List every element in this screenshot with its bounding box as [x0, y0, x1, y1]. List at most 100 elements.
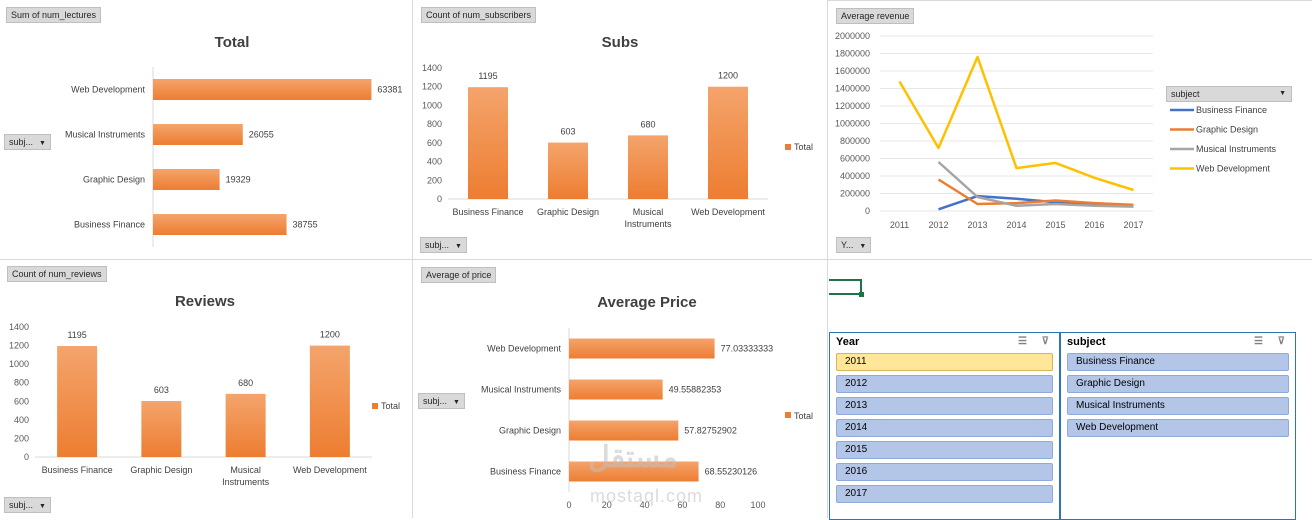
y-tick-label: 1200: [9, 341, 29, 351]
subject-slicer-item[interactable]: Business Finance: [1067, 353, 1289, 371]
category-label: Web Development: [293, 465, 367, 475]
category-label: Musical Instruments: [481, 385, 562, 395]
subscribers-subject-filter[interactable]: subj... ▼: [420, 237, 467, 253]
dropdown-arrow-icon: ▼: [859, 243, 867, 250]
y-tick-label: 2000000: [835, 31, 870, 41]
legend-label: Total: [794, 142, 813, 152]
clear-filter-icon[interactable]: ⊽: [1277, 336, 1285, 347]
bar: [225, 393, 266, 457]
y-tick-label: 1400: [9, 322, 29, 332]
subject-slicer-header: subject ☰ ⊽: [1061, 333, 1295, 353]
bar: [569, 379, 663, 400]
dropdown-arrow-icon: ▼: [453, 399, 460, 406]
bar: [569, 461, 699, 482]
year-slicer-item[interactable]: 2011: [836, 353, 1053, 371]
legend-label: Web Development: [1196, 164, 1270, 174]
y-tick-label: 200: [14, 433, 29, 443]
price-field-button[interactable]: Average of price: [421, 267, 497, 283]
data-label: 1200: [320, 330, 340, 340]
y-tick-label: 800: [14, 378, 29, 388]
lectures-bar-chart: Web Development 63381 Musical Instruments 2…: [65, 67, 402, 247]
filter-label: subj...: [9, 137, 34, 147]
y-tick-label: 0: [437, 194, 442, 204]
data-label: 680: [640, 119, 655, 129]
data-label: 1195: [478, 71, 497, 81]
reviews-field-button[interactable]: Count of num_reviews: [7, 266, 107, 282]
data-label: 603: [154, 385, 169, 395]
series-line-musical-instruments: [937, 161, 1134, 208]
y-tick-label: 1000: [422, 100, 442, 110]
subject-slicer-item[interactable]: Web Development: [1067, 419, 1289, 437]
bar: [153, 214, 287, 235]
y-tick-label: 1400: [422, 63, 442, 73]
filter-label: Y...: [841, 240, 854, 250]
reviews-subject-filter[interactable]: subj... ▼: [4, 497, 51, 513]
y-tick-label: 600: [14, 396, 29, 406]
subscribers-bar-chart: 0 200 400 600 800 1000 1200 1400 1195 Business Fi…: [422, 63, 813, 229]
legend-swatch: [785, 412, 791, 418]
dropdown-arrow-icon: ▼: [1279, 90, 1286, 97]
subject-slicer-item[interactable]: Musical Instruments: [1067, 397, 1289, 415]
y-tick-label: 1800000: [835, 49, 870, 59]
y-tick-label: 600000: [840, 154, 870, 164]
year-slicer-item[interactable]: 2015: [836, 441, 1053, 459]
x-tick-label: 100: [750, 500, 765, 510]
revenue-legend-subject-filter[interactable]: subject ▼: [1166, 86, 1292, 102]
revenue-year-filter[interactable]: Y... ▼: [836, 237, 872, 253]
x-tick-label: 80: [715, 500, 725, 510]
category-label: Musical Instruments: [65, 130, 146, 140]
data-label: 603: [560, 127, 575, 137]
y-tick-label: 1000000: [835, 119, 870, 129]
panel-divider: [0, 259, 827, 260]
revenue-field-button[interactable]: Average revenue: [836, 8, 915, 24]
filter-label: subj...: [425, 240, 450, 250]
legend-label: Graphic Design: [1196, 125, 1258, 135]
category-label: Graphic Design: [83, 175, 145, 185]
subject-slicer: subject ☰ ⊽ Business Finance Graphic Desi…: [1060, 332, 1296, 520]
panel-divider: [827, 0, 1312, 1]
reviews-chart-title: Reviews: [174, 293, 236, 310]
x-tick-label: 2016: [1084, 220, 1104, 230]
lectures-field-button[interactable]: Sum of num_lectures: [6, 7, 102, 23]
category-label: Web Development: [487, 344, 561, 354]
bar: [569, 338, 715, 359]
category-label: Graphic Design: [130, 465, 192, 475]
year-slicer-item[interactable]: 2014: [836, 419, 1053, 437]
data-label: 38755: [293, 220, 318, 230]
x-tick-label: 2013: [967, 220, 987, 230]
y-tick-label: 200: [427, 175, 442, 185]
filter-label: subj...: [9, 500, 34, 510]
lectures-subject-filter[interactable]: subj... ▼: [4, 134, 51, 150]
category-label: Business Finance: [452, 207, 523, 217]
bar: [309, 345, 350, 457]
y-tick-label: 400000: [840, 171, 870, 181]
subscribers-field-button[interactable]: Count of num_subscribers: [421, 7, 537, 23]
clear-filter-icon[interactable]: ⊽: [1041, 336, 1049, 347]
year-slicer-item[interactable]: 2012: [836, 375, 1053, 393]
fill-handle[interactable]: [859, 292, 864, 297]
category-label: Business Finance: [490, 467, 561, 477]
y-tick-label: 0: [865, 206, 870, 216]
data-label: 63381: [377, 85, 402, 95]
legend-swatch: [372, 403, 378, 409]
subscribers-chart-title: Subs: [601, 34, 639, 51]
category-label: Musical: [230, 465, 261, 475]
watermark-arabic: مستقل: [588, 441, 678, 474]
bar: [153, 79, 372, 100]
x-tick-label: 60: [677, 500, 687, 510]
year-slicer-item[interactable]: 2013: [836, 397, 1053, 415]
subject-slicer-item[interactable]: Graphic Design: [1067, 375, 1289, 393]
data-label: 26055: [249, 130, 274, 140]
multi-select-icon[interactable]: ☰: [1254, 336, 1263, 347]
price-subject-filter[interactable]: subj... ▼: [418, 393, 465, 409]
series-line-graphic-design: [937, 178, 1134, 207]
year-slicer-item[interactable]: 2017: [836, 485, 1053, 503]
year-slicer-item[interactable]: 2016: [836, 463, 1053, 481]
legend-label: Business Finance: [1196, 105, 1267, 115]
multi-select-icon[interactable]: ☰: [1018, 336, 1027, 347]
y-tick-label: 1000: [9, 359, 29, 369]
bar: [153, 124, 243, 145]
category-label: Graphic Design: [499, 426, 561, 436]
x-tick-label: 0: [566, 500, 571, 510]
selected-cell[interactable]: [829, 279, 862, 295]
